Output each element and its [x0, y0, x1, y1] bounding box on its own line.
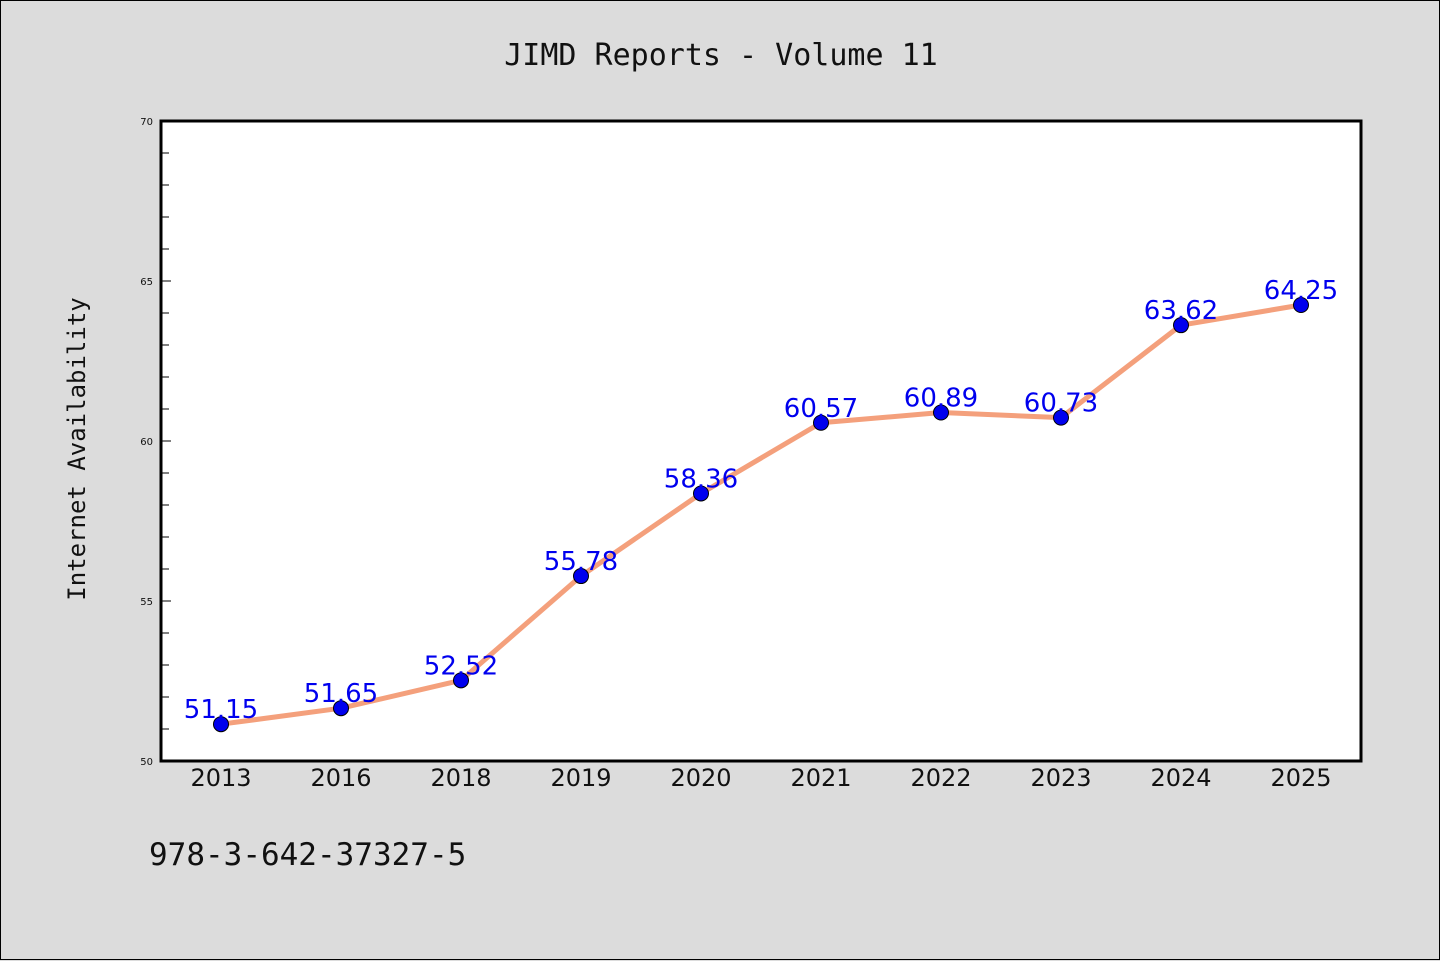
y-tick-label: 50: [140, 757, 153, 768]
y-tick-label: 55: [140, 597, 153, 608]
data-label: 52.52: [424, 651, 498, 681]
data-point: [1053, 409, 1069, 426]
x-tick-label: 2021: [790, 764, 851, 792]
y-axis: 50 55 60 65 70: [140, 117, 171, 768]
data-point: [933, 404, 949, 421]
x-axis: 2013 2016 2018 2019 2020 2021 2022 2023 2024 2025: [190, 764, 1331, 792]
x-tick-label: 2025: [1270, 764, 1331, 792]
data-point: [813, 414, 829, 431]
y-tick-label: 60: [140, 437, 153, 448]
x-tick-label: 2013: [190, 764, 251, 792]
y-tick-label: 70: [140, 117, 153, 128]
data-label: 60.57: [784, 394, 858, 424]
data-label: 63.62: [1144, 296, 1218, 326]
data-point: [333, 700, 349, 717]
x-tick-label: 2023: [1030, 764, 1091, 792]
data-point: [693, 485, 709, 502]
y-axis-label: Internet Availability: [63, 297, 91, 600]
x-tick-label: 2024: [1150, 764, 1211, 792]
data-label: 58.36: [664, 464, 738, 494]
chart-title: JIMD Reports - Volume 11: [504, 38, 937, 73]
x-tick-label: 2020: [670, 764, 731, 792]
x-tick-label: 2022: [910, 764, 971, 792]
data-label: 64.25: [1264, 276, 1338, 306]
data-point: [573, 568, 589, 585]
footnote-isbn: 978-3-642-37327-5: [149, 837, 466, 873]
plot-area: [159, 119, 1363, 763]
x-tick-label: 2018: [430, 764, 491, 792]
x-tick-label: 2019: [550, 764, 611, 792]
data-point: [1173, 317, 1189, 334]
data-label: 60.89: [904, 384, 978, 414]
x-tick-label: 2016: [310, 764, 371, 792]
series-layer: 51.15 51.65 52.52 55.78 58.36 60.57 60.89 60.73…: [184, 276, 1338, 733]
data-point: [213, 716, 229, 733]
data-label: 51.15: [184, 695, 258, 725]
data-label: 60.73: [1024, 389, 1098, 419]
series-line: [218, 302, 1304, 727]
y-tick-label: 65: [140, 277, 153, 288]
data-point: [1293, 297, 1309, 313]
data-point: [453, 672, 469, 689]
data-label: 55.78: [544, 547, 618, 577]
data-label: 51.65: [304, 679, 378, 709]
